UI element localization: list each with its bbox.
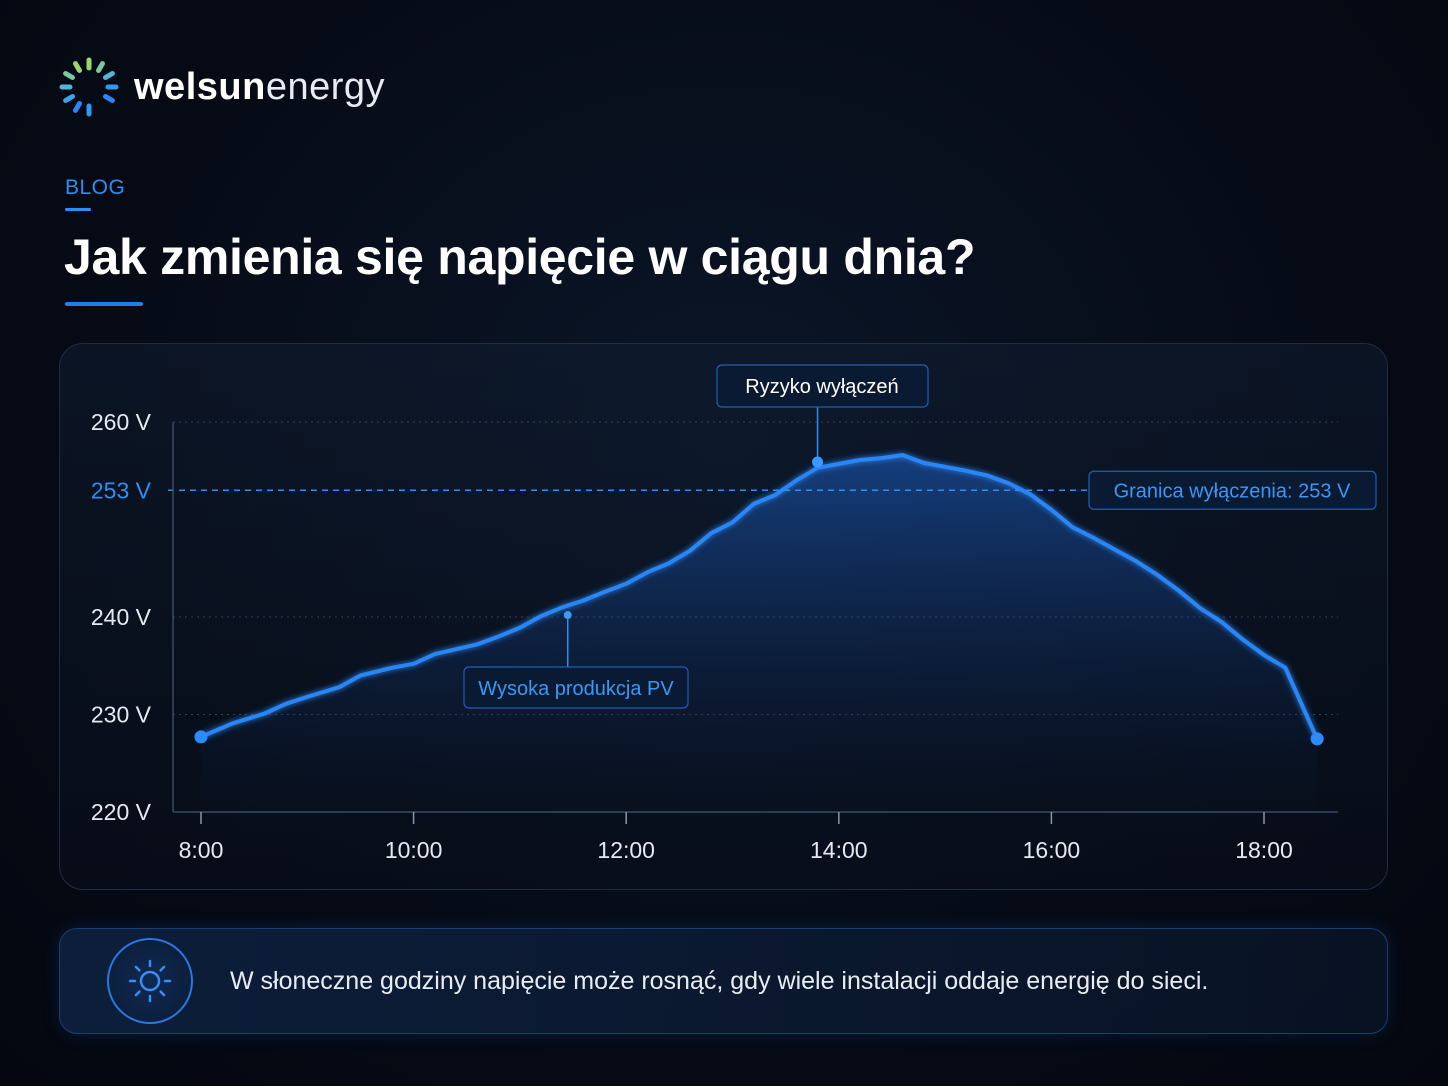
title-underline xyxy=(65,302,143,306)
y-tick-label: 240 V xyxy=(91,604,152,630)
peak-annotation-box xyxy=(716,364,929,408)
peak-annotation-point xyxy=(812,456,824,468)
note-text: W słoneczne godziny napięcie może rosnąć… xyxy=(230,967,1209,995)
brand-name-light: energy xyxy=(265,66,386,108)
x-tick-label: 18:00 xyxy=(1235,837,1293,863)
tag-underline xyxy=(65,208,91,211)
y-tick-label: 260 V xyxy=(91,409,152,435)
pv-annotation-point xyxy=(563,611,572,620)
page-title: Jak zmienia się napięcie w ciągu dnia? xyxy=(64,229,976,285)
series-start-point xyxy=(194,730,208,744)
category-tag[interactable]: BLOG xyxy=(65,176,126,199)
pv-annotation-label: Wysoka produkcja PV xyxy=(478,678,674,700)
brand-name: welsunenergy xyxy=(134,68,385,106)
threshold-label-box xyxy=(1088,470,1377,510)
threshold-tick-label: 253 V xyxy=(91,477,152,503)
pv-annotation-box xyxy=(463,666,689,709)
sun-burst-logo-icon xyxy=(59,57,119,117)
x-tick-label: 8:00 xyxy=(179,837,224,863)
sun-icon xyxy=(107,938,193,1024)
threshold-label: Granica wyłączenia: 253 V xyxy=(1114,480,1351,502)
x-tick-label: 10:00 xyxy=(385,837,443,863)
peak-annotation-label: Ryzyko wyłączeń xyxy=(745,376,898,398)
brand-logo[interactable]: welsunenergy xyxy=(58,56,385,118)
series-end-point xyxy=(1310,732,1324,746)
info-note: W słoneczne godziny napięcie może rosnąć… xyxy=(59,928,1388,1034)
brand-name-bold: welsun xyxy=(134,66,266,108)
series-area-fill xyxy=(201,455,1318,812)
series-line xyxy=(199,453,1320,741)
y-tick-label: 230 V xyxy=(91,702,152,728)
x-tick-label: 14:00 xyxy=(810,837,868,863)
x-tick-label: 12:00 xyxy=(597,837,655,863)
y-tick-label: 220 V xyxy=(91,799,152,825)
x-tick-label: 16:00 xyxy=(1023,837,1081,863)
